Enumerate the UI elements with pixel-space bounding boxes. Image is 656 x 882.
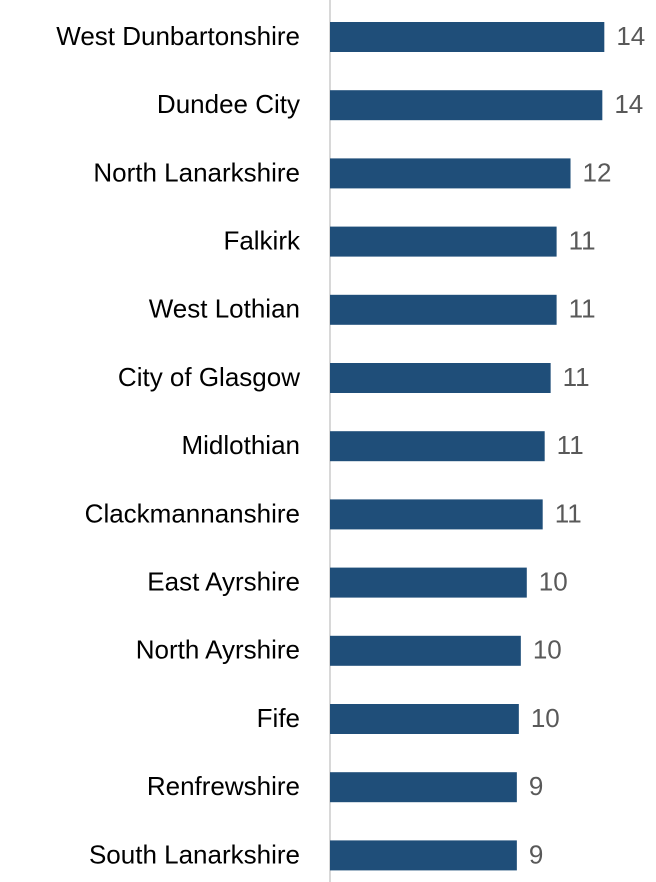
value-label: 11 xyxy=(569,294,596,324)
value-label: 10 xyxy=(539,566,568,596)
value-label: 11 xyxy=(557,430,584,460)
value-label: 10 xyxy=(531,703,560,733)
category-label: Renfrewshire xyxy=(147,771,300,801)
bar xyxy=(330,772,517,803)
bar xyxy=(330,226,557,257)
bar xyxy=(330,90,603,121)
bar xyxy=(330,499,543,530)
category-label: Falkirk xyxy=(223,225,301,255)
category-label: North Ayrshire xyxy=(136,635,300,665)
category-label: West Lothian xyxy=(149,294,300,324)
bar xyxy=(330,294,557,325)
category-label: City of Glasgow xyxy=(118,362,300,392)
category-label: Clackmannanshire xyxy=(85,498,300,528)
category-label: North Lanarkshire xyxy=(93,157,300,187)
category-label: South Lanarkshire xyxy=(89,839,300,869)
category-label: Fife xyxy=(257,703,300,733)
value-label: 9 xyxy=(529,839,543,869)
bar xyxy=(330,567,527,598)
bar xyxy=(330,363,551,393)
bar xyxy=(330,635,521,666)
category-label: Dundee City xyxy=(157,89,300,119)
bar xyxy=(330,840,517,871)
bar xyxy=(330,704,519,734)
value-label: 11 xyxy=(555,498,582,528)
value-label: 10 xyxy=(533,635,562,665)
bar xyxy=(330,22,605,52)
category-label: Midlothian xyxy=(181,430,300,460)
value-label: 11 xyxy=(569,225,596,255)
category-label: East Ayrshire xyxy=(147,566,300,596)
bar xyxy=(330,158,571,189)
value-label: 14 xyxy=(616,21,645,51)
value-label: 12 xyxy=(583,157,612,187)
value-label: 9 xyxy=(529,771,543,801)
bar xyxy=(330,431,545,462)
value-label: 11 xyxy=(563,362,590,392)
category-label: West Dunbartonshire xyxy=(56,21,300,51)
value-label: 14 xyxy=(614,89,643,119)
